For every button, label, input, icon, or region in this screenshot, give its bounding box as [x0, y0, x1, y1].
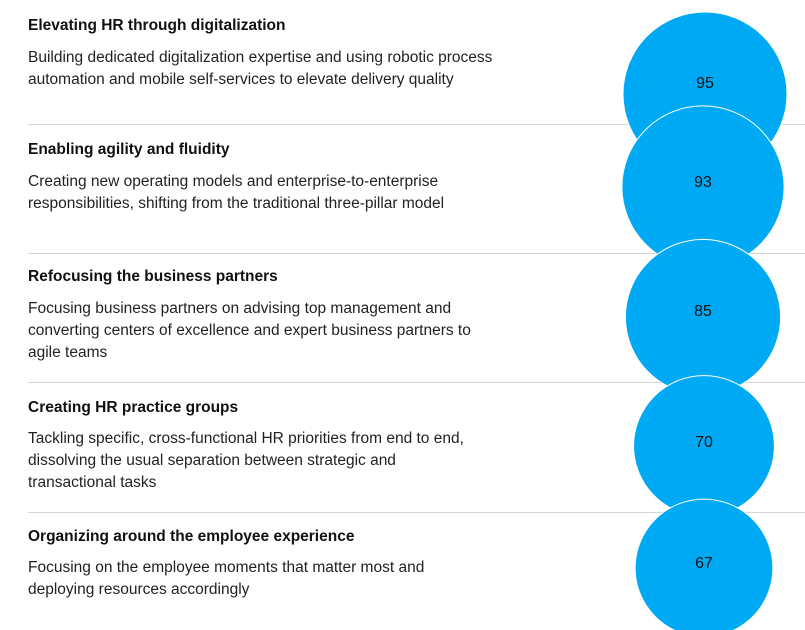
- bubble-value-label-1: 95: [696, 75, 714, 92]
- category-description-2: Creating new operating models and enterp…: [28, 173, 445, 212]
- category-description-4: Tackling specific, cross-functional HR p…: [28, 430, 464, 491]
- bubble-value-label-2: 93: [694, 174, 712, 191]
- bubble-4: [633, 375, 775, 517]
- row-divider: [28, 382, 805, 383]
- bubble-value-label-3: 85: [694, 303, 712, 320]
- bubble-value-label-4: 70: [695, 434, 713, 451]
- category-description-1: Building dedicated digitalization expert…: [28, 49, 493, 88]
- category-description-5: Focusing on the employee moments that ma…: [28, 559, 425, 598]
- category-description-3: Focusing business partners on advising t…: [28, 300, 471, 361]
- bubble-2: [621, 105, 785, 269]
- row-divider: [28, 512, 805, 513]
- bubble-1: [622, 11, 788, 177]
- category-title-4: Creating HR practice groups: [28, 399, 239, 416]
- category-title-3: Refocusing the business partners: [28, 268, 278, 285]
- bubble-3: [624, 238, 782, 396]
- category-title-1: Elevating HR through digitalization: [28, 17, 286, 34]
- row-divider: [28, 253, 805, 254]
- category-title-5: Organizing around the employee experienc…: [28, 528, 355, 545]
- category-title-2: Enabling agility and fluidity: [28, 141, 230, 158]
- bubble-5: [634, 498, 774, 630]
- row-divider: [28, 124, 805, 125]
- bubble-value-label-5: 67: [695, 555, 713, 572]
